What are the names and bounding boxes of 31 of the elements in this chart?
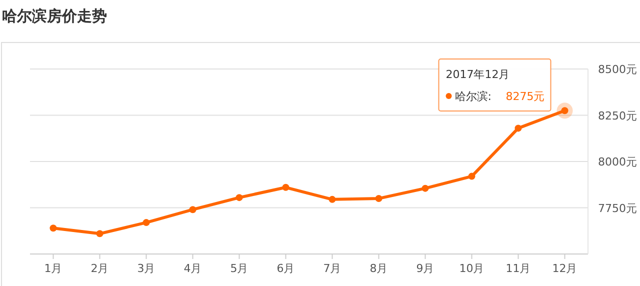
point xyxy=(328,196,336,203)
point xyxy=(50,224,57,232)
point xyxy=(96,230,104,238)
x-tick-label: 4月 xyxy=(184,262,202,275)
point xyxy=(236,194,243,202)
y-tick-label: 8500元 xyxy=(598,63,637,76)
annotation: 2017年12月 xyxy=(446,68,510,81)
chart-title: 哈尔滨房价走势 xyxy=(2,7,107,25)
x-tick-label: 2月 xyxy=(90,262,109,275)
x-tick-label: 11月 xyxy=(506,262,531,275)
data-label: 8275元 xyxy=(506,90,545,103)
x-tick-label: 1月 xyxy=(44,262,62,275)
legend-label: 哈尔滨: xyxy=(454,90,492,103)
point xyxy=(422,184,429,192)
point xyxy=(375,195,382,202)
x-tick-label: 12月 xyxy=(552,262,578,275)
point xyxy=(514,124,522,132)
y-tick-label: 8250元 xyxy=(598,109,637,122)
x-tick-label: 6月 xyxy=(276,262,295,275)
x-tick-label: 10月 xyxy=(459,262,484,275)
x-tick-label: 5月 xyxy=(230,262,248,275)
x-tick-label: 8月 xyxy=(370,262,388,275)
point xyxy=(468,172,476,180)
x-tick-label: 3月 xyxy=(137,262,156,275)
point xyxy=(142,219,150,226)
y-tick-label: 7750元 xyxy=(598,202,637,215)
point xyxy=(189,206,196,214)
x-tick-label: 9月 xyxy=(416,262,434,275)
y-tick-label: 8000元 xyxy=(598,156,637,168)
x-tick-label: 7月 xyxy=(323,262,342,275)
point xyxy=(282,184,290,191)
